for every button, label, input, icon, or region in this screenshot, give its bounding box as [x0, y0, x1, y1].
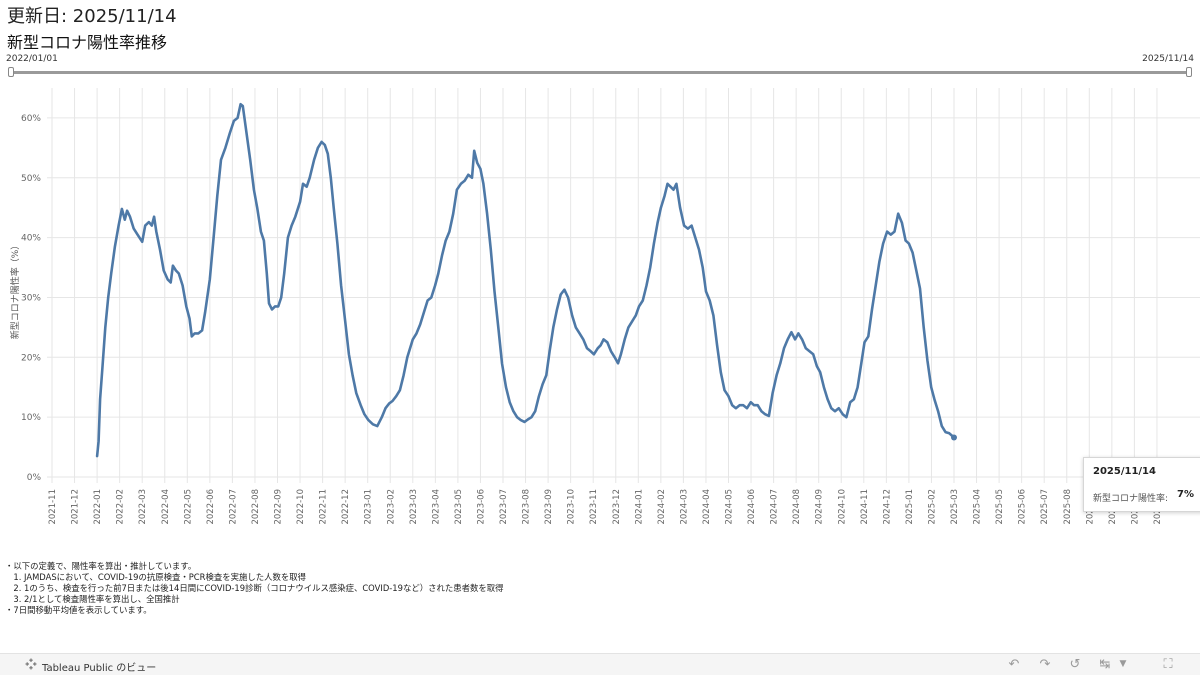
x-tick-label: 2025-07 — [1040, 489, 1050, 525]
x-tick-label: 2024-12 — [882, 489, 892, 525]
x-tick-label: 2023-01 — [364, 489, 374, 525]
redo-icon[interactable]: ↷ — [1039, 657, 1051, 672]
note-line: 2. 1のうち、検査を行った前7日または後14日間にCOVID-19診断（コロナ… — [5, 583, 504, 594]
range-end-label: 2025/11/14 — [1142, 54, 1194, 64]
x-tick-label: 2023-12 — [612, 489, 622, 525]
y-tick-label: 60% — [21, 114, 41, 124]
y-axis-ticks: 0% 10% 20% 30% 40% 50% 60% — [21, 114, 41, 483]
x-tick-label: 2024-11 — [860, 489, 870, 525]
x-tick-label: 2022-02 — [116, 489, 126, 525]
x-tick-label: 2023-05 — [454, 489, 464, 525]
x-tick-label: 2025-03 — [950, 489, 960, 525]
x-tick-label: 2024-06 — [747, 489, 757, 525]
y-tick-label: 40% — [21, 234, 41, 244]
x-tick-label: 2024-01 — [634, 489, 644, 525]
range-start-label: 2022/01/01 — [6, 54, 58, 64]
x-tick-label: 2023-06 — [476, 489, 486, 525]
vertical-gridlines — [51, 88, 1158, 483]
updated-date: 更新日: 2025/11/14 — [7, 6, 177, 27]
y-tick-label: 20% — [21, 353, 41, 363]
undo-icon[interactable]: ↶ — [1008, 657, 1020, 672]
page-title: 新型コロナ陽性率推移 — [7, 33, 168, 52]
x-tick-label: 2024-08 — [792, 489, 802, 525]
x-axis-ticks: 2021-11 2021-12 2022-01 2022-02 2022-03 2022-… — [48, 489, 1163, 525]
x-tick-label: 2023-02 — [386, 489, 396, 525]
x-tick-label: 2024-05 — [725, 489, 735, 525]
x-tick-label: 2023-03 — [409, 489, 419, 525]
tableau-public-link[interactable]: Tableau Public のビュー — [42, 663, 157, 674]
y-tick-label: 0% — [27, 473, 42, 483]
y-tick-label: 30% — [21, 293, 41, 303]
tooltip-date: 2025/11/14 — [1093, 466, 1156, 477]
x-tick-label: 2022-08 — [251, 489, 261, 525]
note-line: 1. JAMDASにおいて、COVID-19の抗原検査・PCR検査を実施した人数… — [5, 572, 306, 583]
notes-block: ・以下の定義で、陽性率を算出・推計しています。 1. JAMDASにおいて、CO… — [5, 561, 503, 616]
note-line: ・7日間移動平均値を表示しています。 — [5, 605, 152, 616]
note-line: 3. 2/1として検査陽性率を算出し、全国推計 — [5, 594, 180, 605]
x-tick-label: 2025-08 — [1063, 489, 1073, 525]
range-end-handle[interactable] — [1186, 67, 1192, 77]
positivity-line-chart: 0% 10% 20% 30% 40% 50% 60% 2021-11 2021-12 2022-… — [9, 88, 1200, 525]
x-tick-label: 2022-10 — [296, 489, 306, 525]
x-tick-label: 2023-08 — [522, 489, 532, 525]
x-tick-label: 2021-12 — [71, 489, 81, 525]
y-tick-label: 10% — [21, 413, 41, 423]
x-tick-label: 2022-09 — [274, 489, 284, 525]
x-tick-label: 2023-09 — [544, 489, 554, 525]
range-start-handle[interactable] — [8, 67, 14, 77]
share-icon[interactable]: ↹ — [1099, 657, 1111, 672]
tableau-toolbar: Tableau Public のビュー ↶ ↷ ↺ ↹ ▼ ⛶ — [0, 653, 1200, 675]
x-tick-label: 2022-04 — [161, 489, 171, 525]
x-tick-label: 2021-11 — [48, 489, 58, 525]
x-tick-label: 2024-09 — [815, 489, 825, 525]
x-tick-label: 2025-02 — [927, 489, 937, 525]
x-tick-label: 2022-11 — [319, 489, 329, 525]
y-axis-label: 新型コロナ陽性率（%） — [9, 241, 21, 340]
x-tick-label: 2022-06 — [206, 489, 216, 525]
x-tick-label: 2025-01 — [905, 489, 915, 525]
x-tick-label: 2025-06 — [1018, 489, 1028, 525]
x-tick-label: 2022-05 — [183, 489, 193, 525]
x-tick-label: 2022-03 — [138, 489, 148, 525]
dropdown-caret-icon[interactable]: ▼ — [1119, 659, 1127, 669]
positivity-rate-line — [95, 102, 956, 458]
fullscreen-icon[interactable]: ⛶ — [1163, 657, 1173, 672]
note-line: ・以下の定義で、陽性率を算出・推計しています。 — [5, 561, 197, 571]
x-tick-label: 2024-02 — [657, 489, 667, 525]
date-range-slider[interactable] — [10, 71, 1192, 74]
x-tick-label: 2023-07 — [499, 489, 509, 525]
x-tick-label: 2024-07 — [770, 489, 780, 525]
y-tick-label: 50% — [21, 174, 41, 184]
horizontal-gridlines — [47, 117, 1200, 478]
tooltip-value: 7% — [1177, 489, 1194, 500]
tooltip-label: 新型コロナ陽性率: — [1093, 494, 1169, 504]
revert-icon[interactable]: ↺ — [1069, 657, 1081, 672]
x-tick-label: 2024-03 — [679, 489, 689, 525]
x-tick-label: 2025-05 — [995, 489, 1005, 525]
x-tick-label: 2022-07 — [228, 489, 238, 525]
latest-data-point[interactable] — [951, 434, 957, 441]
x-tick-label: 2022-01 — [93, 489, 103, 525]
x-tick-label: 2023-10 — [567, 489, 577, 525]
x-tick-label: 2025-04 — [973, 489, 983, 525]
tableau-logo-icon — [25, 658, 37, 670]
x-tick-label: 2023-04 — [431, 489, 441, 525]
x-tick-label: 2024-04 — [702, 489, 712, 525]
x-tick-label: 2023-11 — [589, 489, 599, 525]
x-tick-label: 2022-12 — [341, 489, 351, 525]
data-tooltip: 2025/11/14 新型コロナ陽性率: 7% — [1083, 457, 1200, 512]
x-tick-label: 2024-10 — [837, 489, 847, 525]
